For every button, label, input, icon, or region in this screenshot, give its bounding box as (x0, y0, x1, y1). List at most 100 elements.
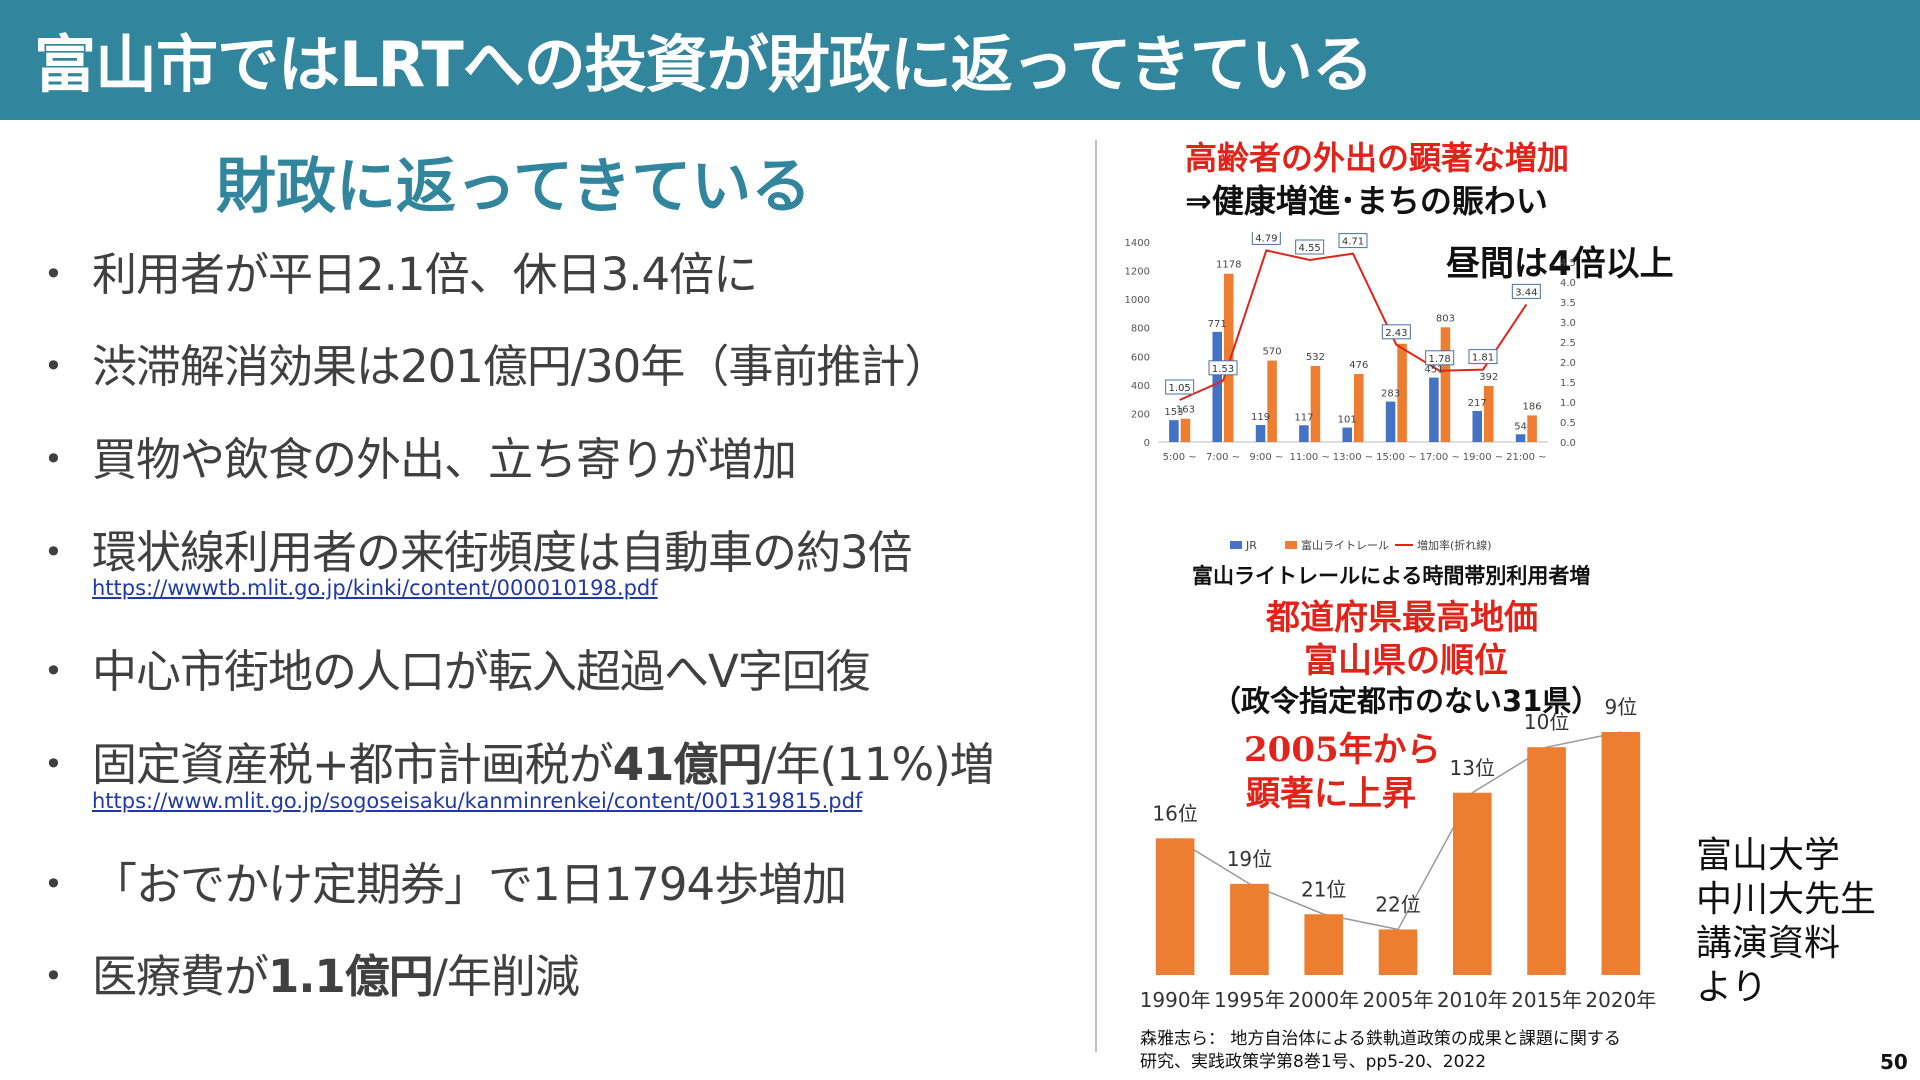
bar-jr (1342, 427, 1352, 442)
y2-tick-label: 0.5 (1560, 418, 1576, 429)
data-label-toyama: 476 (1349, 360, 1368, 371)
section-heading: 財政に返ってきている (216, 152, 812, 222)
data-label-toyama: 570 (1263, 347, 1282, 358)
x-tick-label: 5:00 ~ (1163, 452, 1197, 463)
bar-jr (1169, 420, 1179, 442)
data-label-jr: 217 (1468, 398, 1487, 409)
year-label: 2010年 (1437, 988, 1508, 1012)
bullet-text: 渋滞解消効果は201億円/30年（事前推計） (92, 340, 949, 393)
bullet-dot-icon: • (44, 745, 63, 783)
legend-label-ratio: 増加率(折れ線) (1417, 538, 1492, 552)
bar-jr (1472, 411, 1482, 442)
data-label-jr: 119 (1251, 412, 1270, 423)
bullet-text-bold: 41億円 (612, 738, 763, 791)
bullet-dot-icon: • (44, 255, 63, 293)
bullet-dot-icon: • (44, 533, 63, 571)
data-label-ratio: 2.43 (1385, 328, 1407, 339)
x-tick-label: 21:00 ~ (1506, 452, 1546, 463)
x-tick-label: 13:00 ~ (1333, 452, 1373, 463)
bullet-text: 環状線利用者の来街頻度は自動車の約3倍 (92, 526, 913, 579)
data-label-toyama: 392 (1479, 372, 1498, 383)
legend-label-jr: JR (1245, 539, 1257, 552)
data-label-toyama: 532 (1306, 352, 1325, 363)
rank-label: 21位 (1301, 877, 1346, 901)
legend-label-toyama: 富山ライトレール (1301, 538, 1389, 552)
source-link[interactable]: https://wwwtb.mlit.go.jp/kinki/content/0… (92, 576, 658, 600)
data-label-jr: 101 (1338, 415, 1357, 426)
page-number: 50 (1880, 1050, 1908, 1074)
data-label-ratio: 1.78 (1429, 354, 1451, 365)
y-tick-label: 1000 (1125, 295, 1150, 306)
rank-bar (1527, 747, 1566, 975)
bullet-text: 中心市街地の人口が転入超過へV字回復 (92, 645, 871, 698)
source-link[interactable]: https://www.mlit.go.jp/sogoseisaku/kanmi… (92, 789, 863, 813)
citation: 森雅志ら： 地方自治体による鉄軌道政策の成果と課題に関する 研究、実践政策学第8… (1140, 1028, 1621, 1074)
bullet-text-pre: 医療費が (92, 950, 269, 1003)
data-label-jr: 771 (1208, 319, 1227, 330)
chart2-heading-line1: 都道府県最高地価 (1266, 598, 1538, 638)
bullet-text-post: /年削減 (432, 950, 580, 1003)
ratio-label-box (1425, 350, 1455, 366)
bullet-item: • 中心市街地の人口が転入超過へV字回復 (44, 635, 871, 700)
headline-black: ⇒健康増進･まちの賑わい (1185, 182, 1548, 220)
rank-label: 22位 (1375, 892, 1420, 916)
daytime-note: 昼間は4倍以上 (1446, 244, 1674, 284)
bar-toyama (1397, 343, 1407, 442)
y-tick-label: 0 (1144, 438, 1150, 449)
y2-tick-label: 1.0 (1560, 398, 1576, 409)
y2-tick-label: 4.5 (1560, 258, 1576, 269)
credit-line: 富山大学 (1696, 835, 1841, 876)
ratio-label-box (1338, 233, 1368, 249)
x-tick-label: 7:00 ~ (1206, 452, 1240, 463)
rank-bar (1601, 732, 1641, 975)
year-label: 1990年 (1140, 988, 1211, 1012)
bar-toyama (1527, 415, 1537, 442)
rank-label: 16位 (1152, 801, 1197, 825)
bullet-dot-icon: • (44, 347, 63, 385)
bar-toyama (1354, 374, 1364, 442)
bar-jr (1212, 331, 1222, 442)
ratio-label-box (1468, 349, 1498, 365)
bar-jr (1429, 377, 1439, 442)
year-label: 2015年 (1511, 988, 1582, 1012)
column-divider (1095, 140, 1097, 1052)
ratio-label-box (1511, 283, 1541, 299)
bar-jr (1255, 425, 1266, 442)
bullet-item: • 「おでかけ定期券」で1日1794歩増加 (44, 848, 847, 913)
y-tick-label: 1400 (1125, 238, 1150, 249)
bar-jr (1515, 434, 1526, 442)
bar-toyama (1180, 418, 1191, 442)
data-label-ratio: 1.05 (1169, 383, 1191, 394)
data-label-ratio: 4.71 (1342, 237, 1364, 248)
rank-label: 13位 (1450, 756, 1495, 780)
y2-tick-label: 2.0 (1560, 358, 1576, 369)
rank-bar (1304, 914, 1344, 975)
bar-toyama (1267, 360, 1277, 442)
citation-line: 森雅志ら： 地方自治体による鉄軌道政策の成果と課題に関する (1140, 1029, 1621, 1049)
bullet-text-post: /年(11%)増 (761, 738, 994, 791)
bullet-text: 「おでかけ定期券」で1日1794歩増加 (92, 858, 847, 911)
chart2-annotation-line1: 2005年から (1244, 730, 1441, 770)
y2-tick-label: 4.0 (1560, 278, 1576, 289)
chart1-caption: 富山ライトレールによる時間帯別利用者増 (1192, 564, 1591, 588)
rank-label: 10位 (1524, 710, 1569, 734)
rank-label: 19位 (1227, 847, 1272, 871)
ratio-label-box (1165, 379, 1195, 395)
rank-label: 9位 (1604, 695, 1637, 719)
data-label-jr: 451 (1424, 365, 1443, 376)
credit-line: より (1696, 967, 1768, 1008)
data-label-jr: 153 (1164, 407, 1183, 418)
bullet-dot-icon: • (44, 440, 63, 478)
ratio-label-box (1251, 232, 1281, 245)
x-tick-label: 15:00 ~ (1376, 452, 1416, 463)
ratio-label-box (1381, 324, 1411, 340)
year-label: 2020年 (1585, 988, 1656, 1012)
y-tick-label: 200 (1131, 409, 1150, 420)
data-label-toyama: 1178 (1216, 260, 1241, 271)
x-tick-label: 11:00 ~ (1289, 452, 1329, 463)
year-label: 2005年 (1363, 988, 1434, 1012)
data-label-ratio: 3.44 (1515, 287, 1537, 298)
credit-line: 講演資料 (1696, 923, 1841, 964)
ratio-label-box (1295, 239, 1325, 255)
ratio-line (1179, 249, 1528, 401)
